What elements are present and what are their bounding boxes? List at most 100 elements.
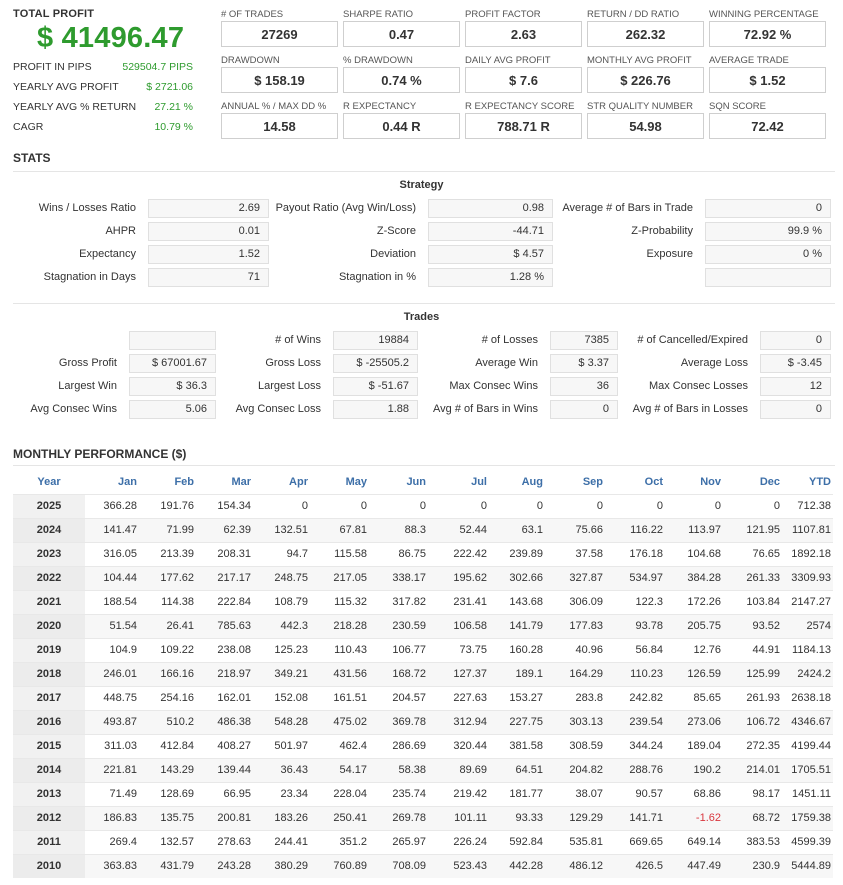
kpi-card: SQN SCORE 72.42 — [709, 101, 831, 147]
month-value-cell: 412.84 — [139, 733, 196, 758]
month-value-cell: 0 — [489, 493, 545, 518]
month-value-cell: 1184.13 — [782, 637, 833, 662]
month-value-cell: 73.75 — [428, 637, 489, 662]
month-value-cell: 68.72 — [723, 805, 782, 830]
month-value-cell: 369.78 — [369, 709, 428, 734]
month-value-cell: 93.52 — [723, 613, 782, 638]
stat-label: Z-Score — [376, 225, 416, 237]
summary-value: 10.79 % — [154, 121, 193, 133]
month-value-cell: 186.83 — [85, 805, 139, 830]
trade-stat-value: 7385 — [550, 331, 618, 350]
month-value-cell: 312.94 — [428, 709, 489, 734]
month-value-cell: 141.47 — [85, 517, 139, 542]
year-cell: 2025 — [13, 493, 85, 518]
kpi-card: ANNUAL % / MAX DD % 14.58 — [221, 101, 343, 147]
month-value-cell: 548.28 — [253, 709, 310, 734]
month-value-cell: 52.44 — [428, 517, 489, 542]
table-row: 2018 246.01 166.16 218.97 349.21 431.56 168.72… — [13, 661, 833, 686]
month-value-cell: 110.23 — [605, 661, 665, 686]
month-value-cell: 116.22 — [605, 517, 665, 542]
month-value-cell: 115.32 — [310, 589, 369, 614]
month-value-cell: 54.17 — [310, 757, 369, 782]
month-value-cell: 113.97 — [665, 517, 723, 542]
month-value-cell: 0 — [369, 493, 428, 518]
table-row: 2022 104.44 177.62 217.17 248.75 217.05 338.17… — [13, 565, 833, 590]
stat-value: -44.71 — [428, 222, 553, 241]
month-value-cell: 230.9 — [723, 853, 782, 878]
month-value-cell: 56.84 — [605, 637, 665, 662]
month-value-cell: 89.69 — [428, 757, 489, 782]
kpi-value: 54.98 — [587, 113, 704, 139]
month-value-cell: 272.35 — [723, 733, 782, 758]
kpi-card: MONTHLY AVG PROFIT $ 226.76 — [587, 55, 709, 101]
summary-row-cagr: CAGR 10.79 % — [13, 119, 193, 135]
month-value-cell: 109.22 — [139, 637, 196, 662]
month-value-cell: 141.79 — [489, 613, 545, 638]
month-value-cell: 2574 — [782, 613, 833, 638]
stat-label: Wins / Losses Ratio — [38, 202, 136, 214]
kpi-card: R EXPECTANCY 0.44 R — [343, 101, 465, 147]
trade-stat-value: 1.88 — [333, 400, 418, 419]
month-value-cell: 68.86 — [665, 781, 723, 806]
trade-stat-value: $ 67001.67 — [129, 354, 216, 373]
stat-label: Z-Probability — [631, 225, 693, 237]
table-row: 2016 493.87 510.2 486.38 548.28 475.02 369.78 3… — [13, 709, 833, 734]
trade-stat-label: Gross Loss — [265, 357, 321, 369]
month-value-cell: 23.34 — [253, 781, 310, 806]
stat-label: Average # of Bars in Trade — [562, 202, 693, 214]
year-cell: 2024 — [13, 517, 85, 542]
month-value-cell: 93.33 — [489, 805, 545, 830]
month-value-cell: 381.58 — [489, 733, 545, 758]
year-cell: 2012 — [13, 805, 85, 830]
month-value-cell: 90.57 — [605, 781, 665, 806]
stat-value: 0.01 — [148, 222, 269, 241]
stats-title: STATS — [13, 151, 51, 165]
kpi-label: R EXPECTANCY — [343, 101, 417, 112]
month-value-cell: 153.27 — [489, 685, 545, 710]
month-value-cell: 0 — [665, 493, 723, 518]
trade-stat-label: # of Cancelled/Expired — [637, 334, 748, 346]
kpi-card: AVERAGE TRADE $ 1.52 — [709, 55, 831, 101]
kpi-value: 14.58 — [221, 113, 338, 139]
kpi-value: $ 158.19 — [221, 67, 338, 93]
month-value-cell: 338.17 — [369, 565, 428, 590]
month-value-cell: 242.82 — [605, 685, 665, 710]
column-header: Nov — [700, 475, 721, 488]
stat-value: 0 % — [705, 245, 831, 264]
trade-stat-value: 5.06 — [129, 400, 216, 419]
month-value-cell: 177.83 — [545, 613, 605, 638]
month-value-cell: 235.74 — [369, 781, 428, 806]
month-value-cell: 76.65 — [723, 541, 782, 566]
month-value-cell: 316.05 — [85, 541, 139, 566]
month-value-cell: 283.8 — [545, 685, 605, 710]
month-value-cell: 183.26 — [253, 805, 310, 830]
month-value-cell: 2424.2 — [782, 661, 833, 686]
year-cell: 2023 — [13, 541, 85, 566]
summary-row-profit-pips: PROFIT IN PIPS 529504.7 PIPS — [13, 59, 193, 75]
summary-value: 27.21 % — [154, 101, 193, 113]
kpi-label: SHARPE RATIO — [343, 9, 414, 20]
summary-label: YEARLY AVG PROFIT — [13, 81, 119, 93]
kpi-label: WINNING PERCENTAGE — [709, 9, 819, 20]
month-value-cell: 221.81 — [85, 757, 139, 782]
month-value-cell: 0 — [310, 493, 369, 518]
kpi-label: SQN SCORE — [709, 101, 767, 112]
month-value-cell: 181.77 — [489, 781, 545, 806]
kpi-card: PROFIT FACTOR 2.63 — [465, 9, 587, 55]
month-value-cell: 227.75 — [489, 709, 545, 734]
kpi-card: # OF TRADES 27269 — [221, 9, 343, 55]
trade-stat-label: Max Consec Wins — [449, 380, 538, 392]
month-value-cell: 139.44 — [196, 757, 253, 782]
month-value-cell: 302.66 — [489, 565, 545, 590]
month-value-cell: 98.17 — [723, 781, 782, 806]
month-value-cell: 669.65 — [605, 829, 665, 854]
table-row: 2013 71.49 128.69 66.95 23.34 228.04 235.74 219… — [13, 781, 833, 806]
monthly-performance-title: MONTHLY PERFORMANCE ($) — [13, 447, 187, 461]
month-value-cell: 205.75 — [665, 613, 723, 638]
kpi-value: $ 226.76 — [587, 67, 704, 93]
year-cell: 2011 — [13, 829, 85, 854]
trade-stat-label: Largest Loss — [258, 380, 321, 392]
month-value-cell: 51.54 — [85, 613, 139, 638]
table-row: 2019 104.9 109.22 238.08 125.23 110.43 106.77 7… — [13, 637, 833, 662]
month-value-cell: 222.84 — [196, 589, 253, 614]
